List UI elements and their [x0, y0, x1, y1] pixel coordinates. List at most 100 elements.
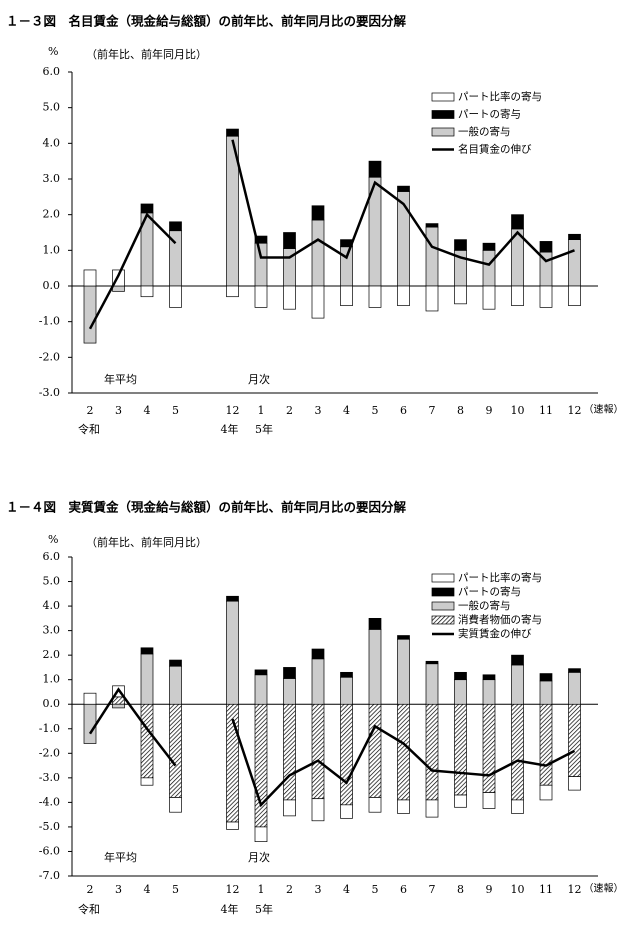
bar-segment: [368, 703, 382, 798]
x-tick-label: 12: [568, 404, 582, 417]
y-tick-label: 1.0: [43, 673, 61, 686]
bar-segment: [140, 653, 154, 705]
x-tick-label: 12: [226, 404, 240, 417]
bar-segment: [539, 680, 553, 705]
bar-segment: [83, 285, 97, 344]
bar-segment: [511, 285, 524, 306]
bar-segment: [539, 703, 553, 786]
year-label: 5年: [255, 902, 273, 916]
x-tick-label: 1: [258, 883, 265, 896]
y-unit: %: [48, 533, 58, 546]
bar-segment: [254, 826, 268, 842]
legend-label: 消費者物価の寄与: [458, 613, 542, 626]
bar-segment: [454, 794, 467, 808]
x-tick-label: 7: [429, 404, 436, 417]
bar-segment: [425, 663, 439, 705]
x-tick-label: 11: [539, 883, 553, 896]
bar-segment: [169, 285, 182, 308]
bar-segment: [425, 799, 439, 818]
x-tick-label: 8: [457, 404, 464, 417]
legend-swatch: [431, 573, 455, 583]
bar-segment: [397, 635, 410, 640]
line-series: [231, 718, 576, 808]
legend-label: パート比率の寄与: [458, 571, 542, 584]
bar-segment: [311, 205, 325, 221]
bar-segment: [169, 221, 182, 232]
x-tick-label: 3: [315, 883, 322, 896]
x-tick-label: 5: [172, 404, 179, 417]
x-tick-label: 7: [429, 883, 436, 896]
bar-segment: [283, 678, 296, 705]
x-tick-label: 4: [343, 404, 350, 417]
bar-segment: [340, 804, 353, 819]
bar-segment: [454, 703, 467, 796]
section-label: 月次: [248, 372, 270, 386]
y-tick-label: -1.0: [39, 315, 60, 328]
note: （速報）: [584, 883, 618, 895]
bar-segment: [283, 667, 296, 679]
y-tick-label: -4.0: [39, 795, 60, 808]
bar-segment: [112, 703, 125, 709]
section-label: 年平均: [104, 850, 137, 864]
bar-segment: [140, 777, 154, 786]
bar-segment: [254, 235, 268, 244]
y-tick-label: -2.0: [39, 746, 60, 759]
bar-segment: [83, 703, 97, 744]
bar-segment: [340, 285, 353, 306]
bar-segment: [112, 285, 125, 292]
legend-label: パート比率の寄与: [458, 90, 542, 103]
y-tick-label: -7.0: [39, 869, 60, 882]
bar-segment: [368, 160, 382, 178]
line-series: [88, 687, 177, 767]
bar-segment: [454, 285, 467, 305]
bar-segment: [340, 246, 353, 287]
bar-segment: [140, 203, 154, 214]
x-tick-label: 2: [87, 404, 94, 417]
note: （速報）: [584, 404, 618, 416]
bar-segment: [311, 703, 325, 800]
x-tick-label: 3: [115, 883, 122, 896]
bar-segment: [454, 239, 467, 251]
bar-segment: [226, 821, 239, 830]
line-series: [231, 139, 575, 266]
x-tick-label: 10: [511, 883, 525, 896]
legend-swatch: [431, 92, 455, 102]
y-tick-label: -1.0: [39, 722, 60, 735]
y-tick-label: 5.0: [43, 575, 61, 588]
legend-label: パートの寄与: [458, 108, 521, 121]
chart-title: １－３図 名目賃金（現金給与総額）の前年比、前年同月比の要因分解: [6, 14, 407, 29]
legend-label: 実質賃金の伸び: [458, 627, 532, 640]
bar-segment: [482, 249, 496, 287]
bar-segment: [140, 647, 154, 655]
bar-segment: [226, 128, 239, 137]
y-tick-label: -5.0: [39, 820, 60, 833]
y-tick-label: 0.0: [43, 279, 61, 292]
bar-segment: [368, 617, 382, 630]
year-label: 4年: [221, 902, 239, 916]
line-series: [88, 212, 177, 330]
x-tick-label: 4: [144, 883, 151, 896]
era-label: 令和: [78, 422, 100, 436]
legend-label: パートの寄与: [458, 585, 521, 598]
bar-segment: [254, 285, 268, 308]
y-tick-label: 2.0: [43, 648, 61, 661]
bar-segment: [425, 660, 439, 665]
bar-segment: [482, 703, 496, 793]
bar-segment: [482, 242, 496, 251]
bar-segment: [226, 595, 239, 602]
y-tick-label: -3.0: [39, 386, 60, 399]
bar-segment: [283, 799, 296, 817]
bar-segment: [254, 674, 268, 705]
bar-segment: [482, 674, 496, 681]
bar-segment: [311, 219, 325, 287]
bar-segment: [568, 776, 581, 791]
x-tick-label: 12: [568, 883, 582, 896]
x-tick-label: 2: [87, 883, 94, 896]
bar-segment: [311, 798, 325, 822]
bar-segment: [539, 241, 553, 253]
section-label: 月次: [248, 850, 270, 864]
x-tick-label: 2: [286, 883, 293, 896]
legend-swatch: [431, 110, 455, 119]
x-tick-label: 2: [286, 404, 293, 417]
bar-segment: [511, 214, 524, 230]
